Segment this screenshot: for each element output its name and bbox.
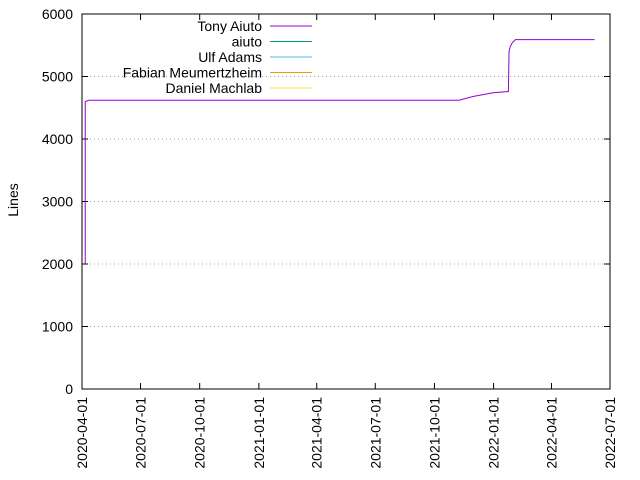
axes: 0 1000 2000 3000 4000 5000 6000 2020-04-01 2020-… [42,6,618,469]
legend-label: Daniel Machlab [166,80,263,96]
y-tick-label: 5000 [42,69,73,85]
x-tick-label: 2021-07-01 [367,397,383,469]
legend-label: Ulf Adams [198,49,262,65]
series-line [84,39,595,264]
legend-label: aiuto [232,34,263,50]
x-tick-label: 2020-07-01 [133,397,149,469]
legend-label: Fabian Meumertzheim [123,65,262,81]
x-tick-label: 2021-10-01 [426,397,442,469]
y-tick-label: 6000 [42,6,73,22]
y-tick-label: 4000 [42,131,73,147]
legend-label: Tony Aiuto [197,18,262,34]
series-lines [84,39,595,264]
x-tick-label: 2021-04-01 [309,397,325,469]
x-tick-label: 2020-04-01 [74,397,90,469]
x-tick-label: 2022-07-01 [602,397,618,469]
y-tick-label: 3000 [42,194,73,210]
grid-lines [82,76,610,327]
y-tick-label: 0 [65,381,73,397]
y-tick-label: 2000 [42,256,73,272]
y-axis-label: Lines [5,183,21,216]
x-tick-label: 2022-01-01 [486,397,502,469]
x-tick-label: 2020-10-01 [192,397,208,469]
y-tick-label: 1000 [42,319,73,335]
x-tick-label: 2022-04-01 [543,397,559,469]
x-tick-label: 2021-01-01 [251,397,267,469]
